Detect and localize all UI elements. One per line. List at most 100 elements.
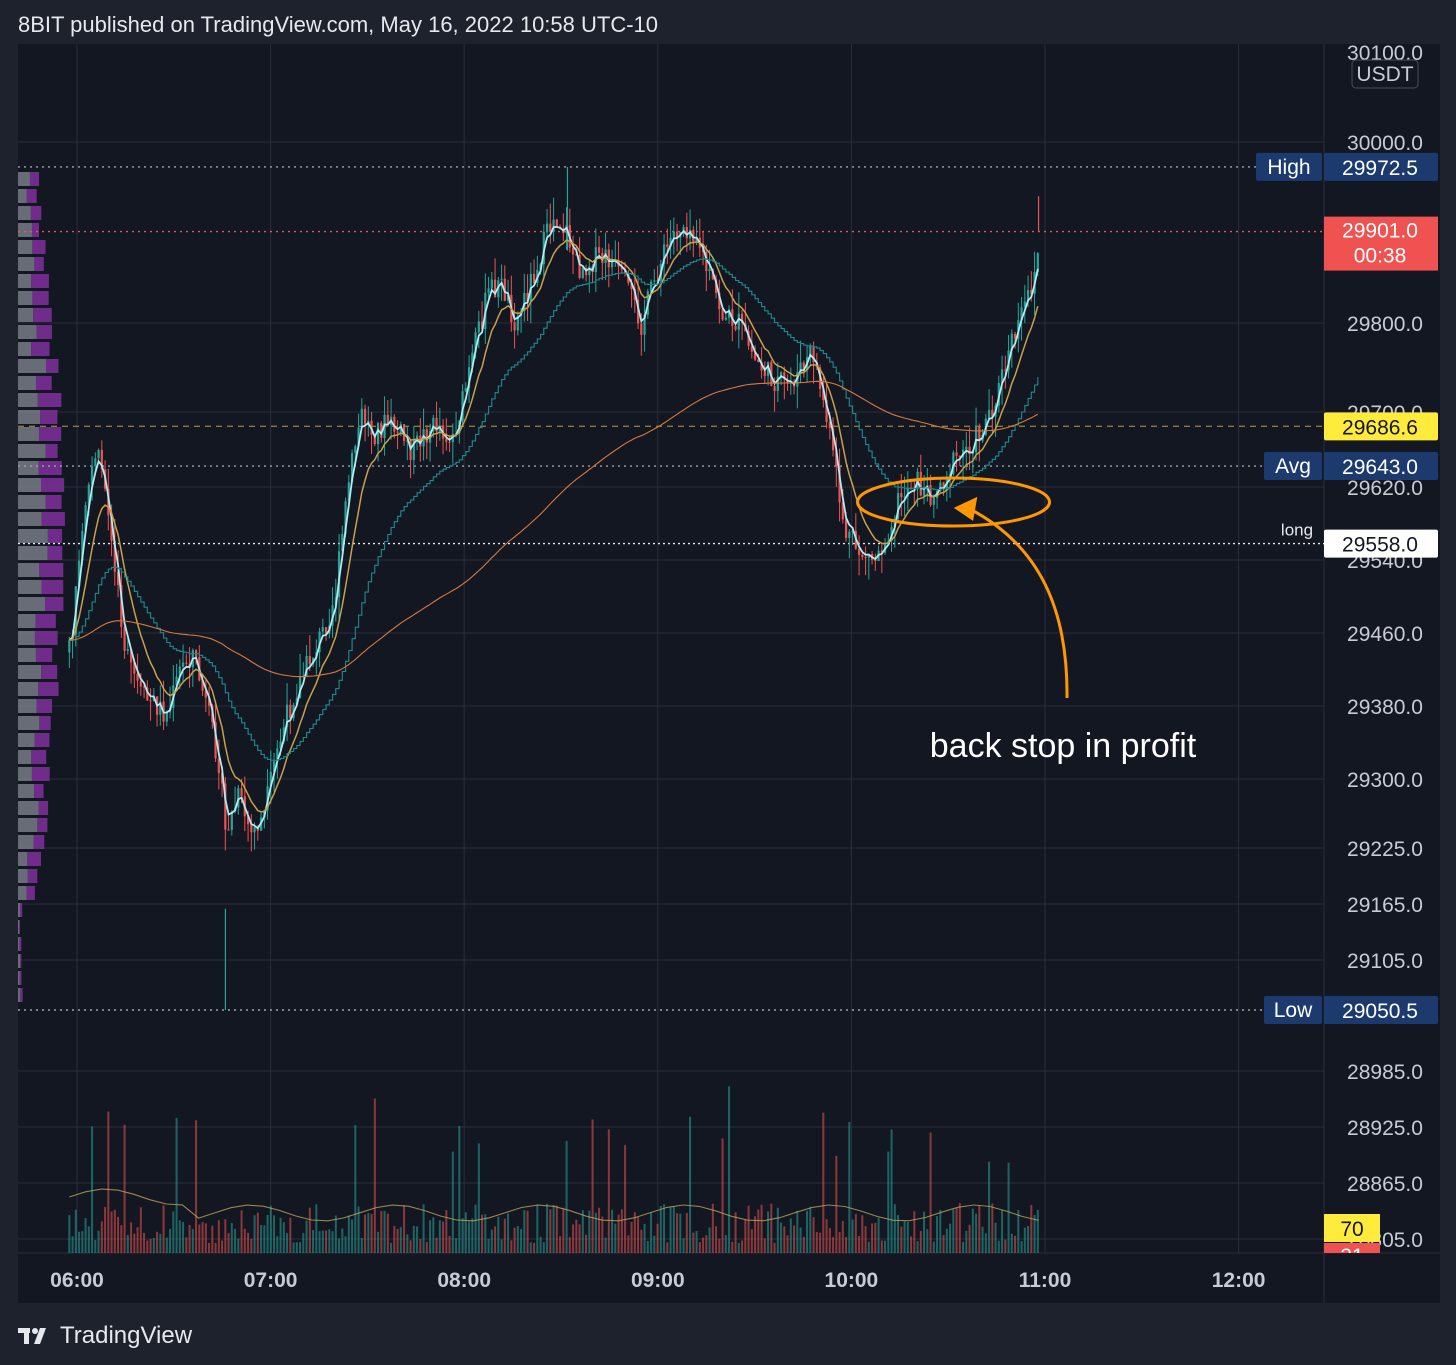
profile-bar-base (18, 427, 39, 441)
profile-bar-top (19, 971, 22, 985)
volume-bar (396, 1228, 399, 1253)
profile-bar-top (34, 784, 44, 798)
profile-bar-base (18, 852, 28, 866)
candle-body (844, 519, 848, 538)
price-tick-label: 28925.0 (1347, 1117, 1423, 1140)
profile-bar-top (38, 427, 62, 441)
profile-bar-base (18, 393, 38, 407)
volume-bar (630, 1221, 633, 1253)
volume-bar (692, 1232, 695, 1253)
volume-bar (903, 1221, 906, 1253)
candle-body (214, 722, 217, 759)
volume-bar (260, 1224, 263, 1253)
volume-bar (240, 1210, 243, 1253)
volume-bar (533, 1242, 536, 1253)
profile-bar-base (18, 699, 37, 713)
volume-bar (945, 1228, 948, 1253)
price-chart[interactable]: back stop in profit 30100.0 30000.0 29800.… (0, 0, 1456, 1310)
candle-body (523, 292, 526, 312)
candle-body (779, 372, 783, 377)
candle-body (240, 788, 243, 797)
volume-bar (230, 1223, 233, 1253)
high-name-label: High (1267, 156, 1310, 179)
volume-bar (555, 1205, 558, 1253)
volume-bar (318, 1231, 321, 1253)
candle-body (773, 385, 776, 391)
profile-bar-top (41, 580, 64, 594)
volume-bar (754, 1216, 757, 1253)
volume-bar (136, 1227, 139, 1253)
volume-bar (1014, 1235, 1017, 1253)
candle-body (776, 376, 779, 391)
price-tick-label: 29105.0 (1347, 950, 1423, 973)
candle-body (864, 557, 867, 559)
time-tick-label: 12:00 (1212, 1269, 1266, 1292)
volume-bar (110, 1211, 113, 1253)
candle-body (575, 254, 578, 256)
volume-bar (451, 1151, 454, 1253)
annotation-arrow-line (967, 506, 1069, 699)
volume-bar (370, 1213, 373, 1253)
time-axis-area (18, 1253, 1440, 1303)
volume-bar (344, 1236, 347, 1253)
volume-bar (331, 1231, 334, 1253)
volume-bar (321, 1230, 324, 1253)
profile-bar-base (18, 376, 36, 390)
candle-body (467, 367, 471, 389)
profile-bar-top (33, 835, 45, 849)
candle-body (445, 438, 448, 442)
profile-bar-base (18, 257, 35, 271)
volume-bar (825, 1219, 828, 1253)
candle-body (588, 266, 591, 276)
volume-bar (269, 1205, 272, 1253)
profile-bar-base (18, 342, 32, 356)
candle-body (175, 676, 178, 686)
volume-bar (620, 1209, 623, 1253)
candle-body (139, 680, 142, 687)
profile-bar-top (36, 699, 53, 713)
price-tick-label: 30100.0 (1347, 42, 1423, 65)
candle-body (662, 244, 666, 264)
profile-bar-base (18, 597, 46, 611)
volume-bar (1027, 1226, 1030, 1253)
candle-body (516, 316, 519, 331)
volume-bar (585, 1234, 588, 1253)
price-tick-label: 29620.0 (1347, 477, 1423, 500)
volume-bar (279, 1217, 282, 1253)
volume-bar (728, 1086, 731, 1253)
profile-bar-top (29, 172, 40, 186)
candle-body (272, 761, 276, 772)
candle-body (649, 281, 653, 292)
profile-bar-top (41, 512, 65, 526)
profile-bar-top (34, 631, 58, 645)
candle-body (848, 531, 851, 538)
candle-body (952, 452, 955, 475)
volume-bar (949, 1223, 952, 1253)
volume-bar (390, 1242, 393, 1253)
candle-body (740, 313, 744, 323)
volume-bar (900, 1226, 903, 1253)
profile-bar-base (18, 325, 37, 339)
profile-bar-base (18, 172, 30, 186)
candle-body (432, 417, 435, 432)
volume-bar (936, 1216, 939, 1253)
volume-bar (71, 1236, 74, 1253)
candle-body (831, 428, 835, 451)
volume-bar (858, 1235, 861, 1253)
candle-body (802, 362, 805, 370)
volume-bar (653, 1235, 656, 1253)
candle-body (737, 313, 740, 330)
price-labels: 29972.5 High 29901.000:38 29686.6 29643.0 Avg… (1256, 152, 1438, 1253)
candle-body (851, 531, 854, 533)
volume-bar (575, 1219, 578, 1253)
profile-bar-base (18, 410, 41, 424)
volume-bar (1036, 1209, 1039, 1253)
profile-bar-top (45, 359, 59, 373)
candle-body (77, 560, 81, 587)
profile-bar-top (26, 886, 35, 900)
volume-bar (133, 1233, 136, 1253)
candle-body (939, 482, 942, 491)
volume-bar (913, 1211, 916, 1253)
candle-body (718, 292, 721, 310)
volume-bar (659, 1205, 662, 1253)
